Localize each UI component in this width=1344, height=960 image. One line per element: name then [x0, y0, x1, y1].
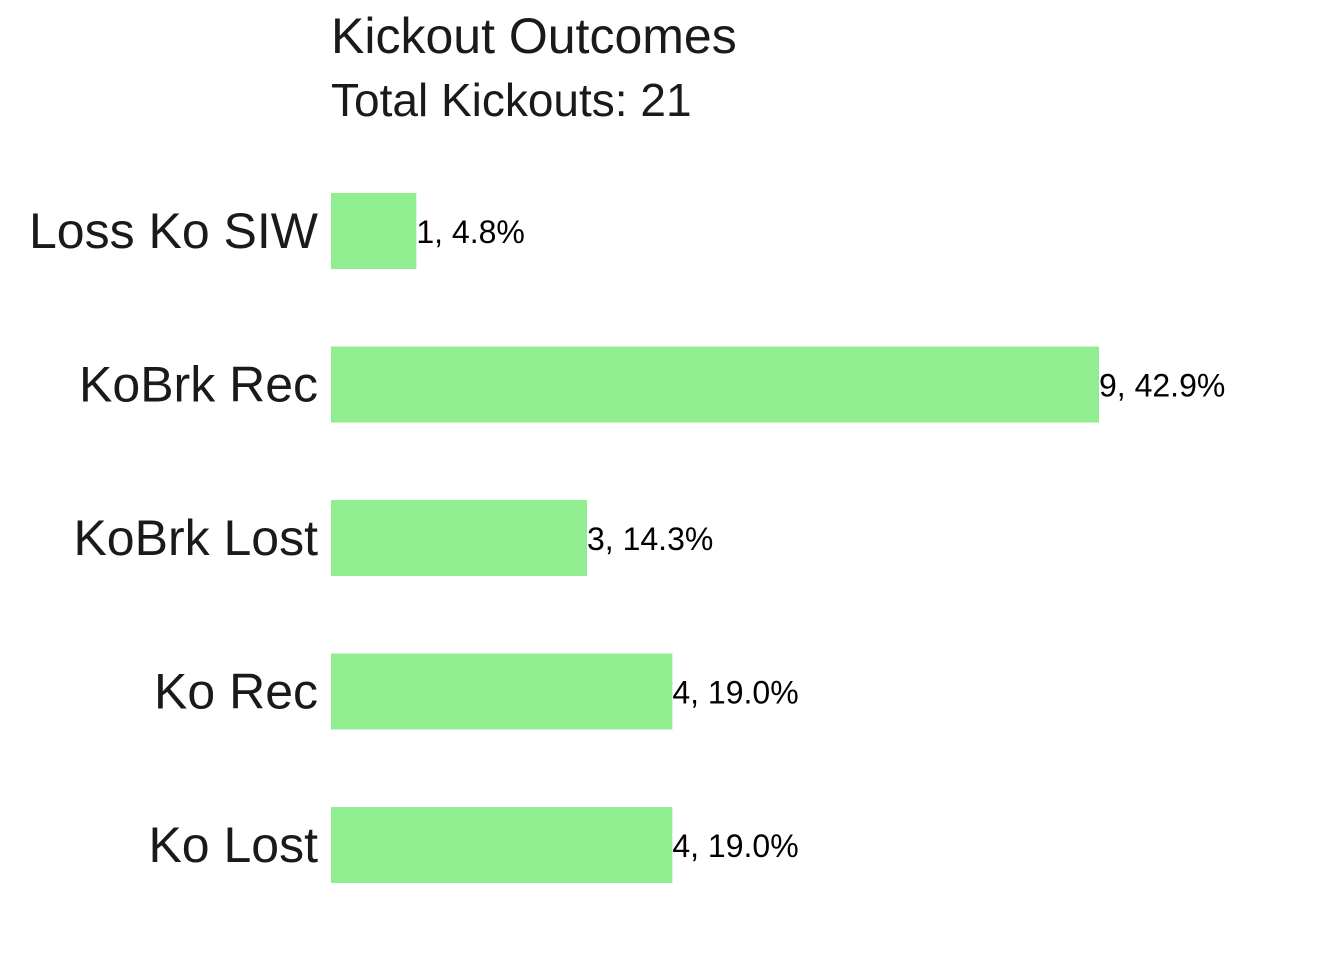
bar-2: [331, 500, 587, 576]
bar-3: [331, 653, 673, 730]
category-label: Ko Lost: [148, 817, 318, 873]
bar-1: [331, 346, 1099, 423]
bar-0: [331, 193, 417, 269]
chart-subtitle: Total Kickouts: 21: [331, 74, 692, 126]
bars-layer: Loss Ko SIW 1, 4.8% KoBrk Rec 9, 42.9% KoBrk…: [29, 193, 1225, 883]
data-label: 1, 4.8%: [416, 214, 525, 250]
data-label: 3, 14.3%: [587, 521, 713, 557]
category-label: Ko Rec: [154, 664, 318, 720]
category-label: Loss Ko SIW: [29, 203, 319, 259]
chart-title: Kickout Outcomes: [331, 8, 737, 64]
data-label: 4, 19.0%: [672, 828, 798, 864]
category-label: KoBrk Lost: [73, 510, 318, 566]
category-label: KoBrk Rec: [79, 357, 318, 413]
data-label: 9, 42.9%: [1099, 368, 1225, 404]
bar-4: [331, 807, 673, 883]
data-label: 4, 19.0%: [672, 675, 798, 711]
